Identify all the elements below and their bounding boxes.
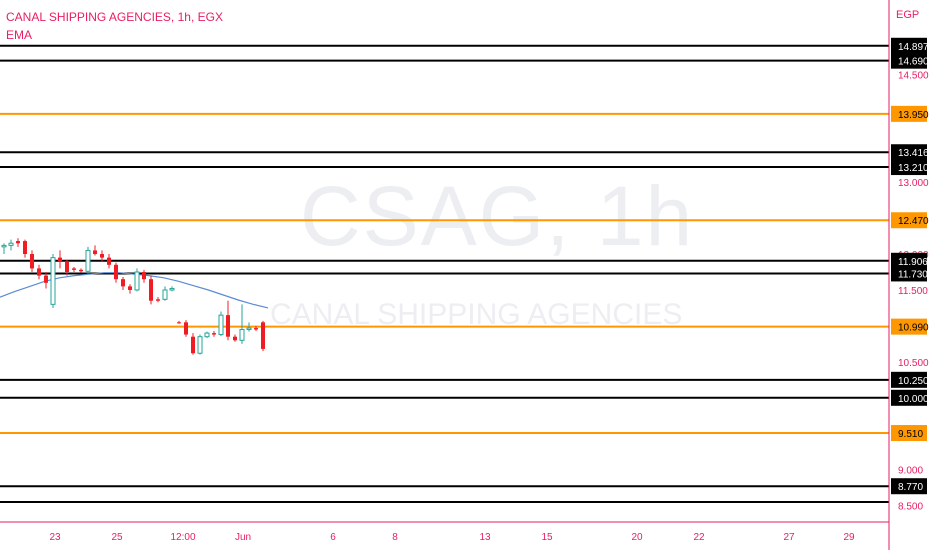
candle-body[interactable]	[191, 336, 195, 354]
price-level-badge	[891, 159, 927, 176]
candle-body[interactable]	[100, 254, 104, 258]
time-tick-label: 22	[693, 532, 705, 543]
candle-body[interactable]	[149, 279, 153, 301]
price-tick-label: 14.500	[898, 70, 929, 81]
price-level-badge	[891, 478, 927, 495]
currency-label: EGP	[896, 9, 920, 21]
price-level-label: 14.897	[898, 42, 929, 53]
candle-body[interactable]	[44, 275, 48, 283]
price-level-badge	[891, 37, 927, 54]
candle-body[interactable]	[233, 336, 237, 341]
candle-body[interactable]	[169, 288, 175, 291]
candle-body[interactable]	[212, 333, 216, 335]
price-level-label: 11.906	[898, 257, 928, 268]
price-level-badge	[891, 371, 927, 388]
price-level-badge	[891, 252, 927, 269]
candle-body[interactable]	[204, 332, 210, 338]
candle-body[interactable]	[254, 328, 258, 330]
candle-body[interactable]	[16, 241, 20, 244]
candle-body[interactable]	[114, 264, 118, 280]
time-tick-label: 29	[843, 532, 855, 543]
candle-body[interactable]	[197, 336, 203, 354]
candle-body[interactable]	[107, 257, 111, 265]
candle-body[interactable]	[162, 289, 168, 300]
candle-body[interactable]	[65, 261, 69, 272]
time-tick-label: 15	[541, 532, 553, 543]
time-tick-label: 8	[392, 532, 398, 543]
candle-body[interactable]	[156, 299, 160, 301]
candle-body[interactable]	[121, 279, 125, 287]
price-level-label: 9.510	[898, 429, 923, 440]
candle-body[interactable]	[23, 241, 27, 255]
price-level-label: 10.250	[898, 376, 929, 387]
price-level-badge	[891, 52, 927, 69]
candle-body[interactable]	[226, 315, 230, 337]
price-level-badge	[891, 212, 927, 229]
price-tick-label: 9.000	[898, 466, 923, 477]
price-tick-label: 8.500	[898, 502, 923, 513]
price-level-badge	[891, 318, 927, 335]
time-tick-label: 12:00	[170, 532, 195, 543]
candle-body[interactable]	[142, 272, 146, 280]
price-level-label: 10.000	[898, 394, 929, 405]
price-level-label: 13.210	[898, 163, 929, 174]
price-level-badge	[891, 144, 927, 161]
time-tick-label: 27	[783, 532, 795, 543]
candle-body[interactable]	[93, 250, 97, 255]
price-level-label: 10.990	[898, 323, 929, 334]
candle-body[interactable]	[246, 327, 252, 331]
time-tick-label: 6	[330, 532, 336, 543]
chart-title[interactable]: CANAL SHIPPING AGENCIES, 1h, EGX	[6, 10, 223, 24]
price-level-badge	[891, 265, 927, 282]
price-level-badge	[891, 105, 927, 122]
price-level-label: 13.950	[898, 110, 929, 121]
time-tick-label: 13	[479, 532, 491, 543]
time-tick-label: 25	[111, 532, 123, 543]
candle-body[interactable]	[239, 329, 245, 341]
price-tick-label: 10.500	[898, 358, 929, 369]
candle-body[interactable]	[58, 257, 62, 262]
candle-body[interactable]	[261, 322, 265, 349]
price-level-label: 11.730	[898, 269, 928, 280]
time-tick-label: 20	[631, 532, 643, 543]
time-tick-label: 23	[49, 532, 61, 543]
price-level-label: 8.770	[898, 482, 923, 493]
price-tick-label: 13.000	[898, 178, 929, 189]
candle-body[interactable]	[134, 271, 140, 291]
time-tick-label: Jun	[235, 532, 251, 543]
candle-body[interactable]	[72, 268, 76, 270]
ema-indicator-label[interactable]: EMA	[6, 28, 33, 42]
price-level-badge	[891, 389, 927, 406]
candle-body[interactable]	[128, 286, 132, 290]
candle-body[interactable]	[218, 314, 224, 336]
candle-body[interactable]	[37, 268, 41, 276]
name-watermark: CANAL SHIPPING AGENCIES	[270, 298, 683, 331]
price-tick-label: 11.500	[898, 286, 928, 297]
candle-body[interactable]	[177, 322, 181, 324]
candle-body[interactable]	[30, 254, 34, 269]
price-level-label: 14.690	[898, 57, 929, 68]
candle-body[interactable]	[50, 257, 56, 305]
candle-body[interactable]	[1, 244, 7, 248]
price-level-badge	[891, 425, 927, 442]
symbol-watermark: CSAG, 1h	[300, 169, 695, 263]
price-level-label: 12.470	[898, 216, 929, 227]
candle-body[interactable]	[8, 242, 14, 246]
candle-body[interactable]	[79, 269, 83, 272]
candle-body[interactable]	[85, 249, 91, 272]
candle-body[interactable]	[184, 322, 188, 335]
price-level-label: 13.416	[898, 148, 929, 159]
